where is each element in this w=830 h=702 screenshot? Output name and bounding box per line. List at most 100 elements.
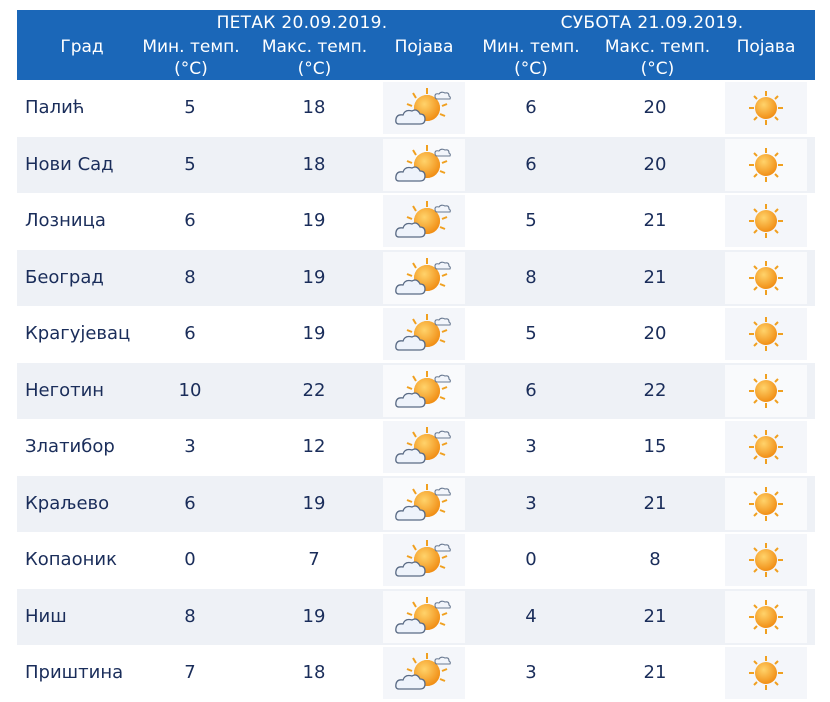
day1-heading: ПЕТАК 20.09.2019. [216, 13, 388, 33]
max-temp-day1: 7 [308, 549, 320, 570]
table-row: Ниш 8 19 [17, 588, 815, 645]
city-name: Краљево [25, 492, 110, 514]
min-temp-day1: 6 [184, 210, 196, 231]
table-row: Копаоник 0 7 [17, 532, 815, 589]
sunny-icon [725, 364, 807, 417]
sunny-icon [725, 82, 807, 134]
max-temp-day2: 8 [649, 549, 661, 570]
min-temp-day1: 5 [184, 153, 196, 175]
col-min1-unit: (°C) [174, 59, 208, 79]
max-temp-day1: 18 [302, 662, 326, 683]
max-temp-day1: 18 [302, 97, 326, 118]
max-temp-day1: 19 [302, 492, 326, 514]
col-min1-heading: Мин. темп. (°C) [135, 36, 247, 80]
table-row: Лозница 6 19 [17, 193, 815, 250]
max-temp-day1: 19 [302, 210, 326, 231]
min-temp-day2: 3 [525, 492, 537, 514]
max-temp-day1: 22 [302, 379, 326, 401]
sunny-icon [725, 421, 807, 473]
min-temp-day1: 6 [184, 323, 196, 344]
day2-heading: СУБОТА 21.09.2019. [560, 13, 744, 33]
partly-cloudy-icon [383, 364, 465, 417]
sunny-icon [725, 534, 807, 586]
partly-cloudy-icon [383, 195, 465, 247]
col-min2-heading: Мин. темп. (°C) [475, 36, 587, 80]
min-temp-day2: 5 [525, 210, 537, 231]
max-temp-day2: 21 [643, 605, 667, 627]
partly-cloudy-icon [383, 82, 465, 134]
table-row: Нови Сад 5 18 [17, 136, 815, 193]
max-temp-day1: 18 [302, 153, 326, 175]
col-min1-label: Мин. темп. [142, 37, 240, 57]
max-temp-day1: 19 [302, 266, 326, 288]
min-temp-day1: 8 [184, 605, 196, 627]
sunny-icon [725, 308, 807, 360]
partly-cloudy-icon [383, 647, 465, 699]
min-temp-day2: 3 [525, 662, 537, 683]
partly-cloudy-icon [383, 590, 465, 643]
min-temp-day1: 8 [184, 266, 196, 288]
city-name: Неготин [25, 379, 105, 401]
max-temp-day2: 20 [643, 153, 667, 175]
max-temp-day2: 21 [643, 662, 667, 683]
partly-cloudy-icon [383, 138, 465, 191]
min-temp-day2: 8 [525, 266, 537, 288]
col-max1-label: Макс. темп. [261, 37, 368, 57]
table-row: Неготин 10 22 [17, 362, 815, 419]
min-temp-day1: 7 [184, 662, 196, 683]
partly-cloudy-icon [383, 421, 465, 473]
max-temp-day2: 20 [643, 97, 667, 118]
city-name: Ниш [25, 605, 67, 627]
city-name: Лозница [25, 210, 106, 231]
partly-cloudy-icon [383, 308, 465, 360]
city-name: Копаоник [25, 549, 117, 570]
min-temp-day2: 5 [525, 323, 537, 344]
city-name: Приштина [25, 662, 124, 683]
max-temp-day2: 15 [643, 436, 667, 457]
sunny-icon [725, 477, 807, 530]
max-temp-day2: 21 [643, 492, 667, 514]
max-temp-day1: 19 [302, 323, 326, 344]
col-max2-heading: Макс. темп. (°C) [595, 36, 720, 80]
sunny-icon [725, 195, 807, 247]
partly-cloudy-icon [383, 477, 465, 530]
forecast-rows: Палић 5 18 [17, 80, 815, 702]
city-name: Златибор [25, 436, 115, 457]
table-row: Приштина 7 18 [17, 645, 815, 702]
min-temp-day2: 6 [525, 379, 537, 401]
col-max2-unit: (°C) [640, 59, 675, 79]
col-min2-label: Мин. темп. [482, 37, 580, 57]
max-temp-day2: 21 [643, 210, 667, 231]
min-temp-day2: 6 [525, 153, 537, 175]
sunny-icon [725, 590, 807, 643]
min-temp-day2: 3 [525, 436, 537, 457]
col-phen2-heading: Појава [736, 37, 796, 57]
min-temp-day1: 10 [178, 379, 202, 401]
table-row: Палић 5 18 [17, 80, 815, 137]
max-temp-day1: 12 [302, 436, 326, 457]
max-temp-day2: 21 [643, 266, 667, 288]
sunny-icon [725, 138, 807, 191]
min-temp-day2: 6 [525, 97, 537, 118]
max-temp-day2: 22 [643, 379, 667, 401]
city-name: Нови Сад [25, 153, 114, 175]
sunny-icon [725, 251, 807, 304]
partly-cloudy-icon [383, 251, 465, 304]
min-temp-day1: 6 [184, 492, 196, 514]
table-row: Краљево 6 19 [17, 475, 815, 532]
city-name: Палић [25, 97, 85, 118]
col-phen1-heading: Појава [394, 37, 454, 57]
col-city-heading: Град [60, 37, 104, 57]
table-header: ПЕТАК 20.09.2019. СУБОТА 21.09.2019. Гра… [17, 10, 815, 80]
max-temp-day1: 19 [302, 605, 326, 627]
table-row: Златибор 3 12 [17, 419, 815, 476]
sunny-icon [725, 647, 807, 699]
city-name: Београд [25, 266, 104, 288]
city-name: Крагујевац [25, 323, 131, 344]
col-max1-unit: (°C) [297, 59, 332, 79]
min-temp-day1: 0 [184, 549, 196, 570]
min-temp-day1: 5 [184, 97, 196, 118]
partly-cloudy-icon [383, 534, 465, 586]
min-temp-day2: 0 [525, 549, 537, 570]
